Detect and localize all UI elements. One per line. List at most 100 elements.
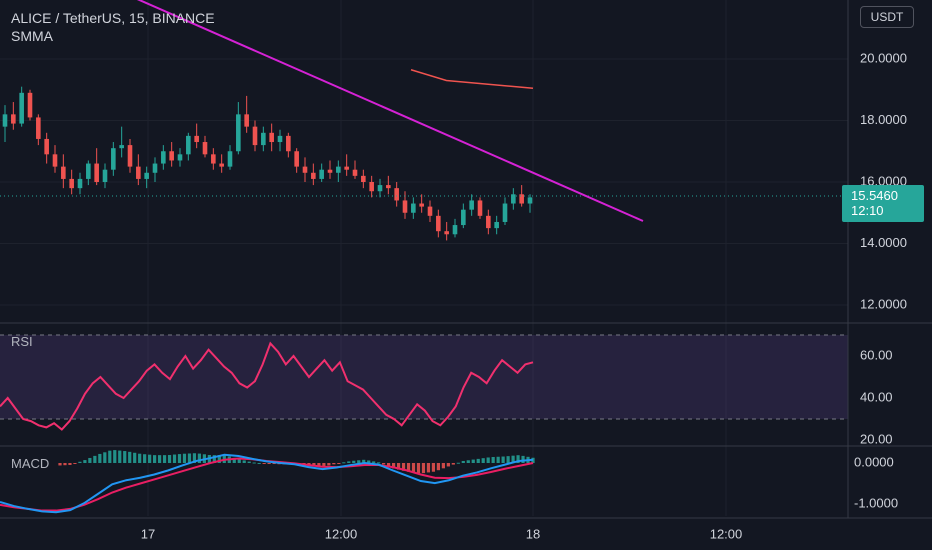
macd-histogram-bar: [118, 450, 122, 463]
macd-histogram-bar: [521, 455, 525, 463]
macd-histogram-bar: [382, 463, 386, 465]
macd-histogram-bar: [396, 463, 401, 470]
candle-body: [136, 166, 141, 179]
macd-histogram-bar: [466, 460, 470, 463]
candle-body: [427, 206, 433, 216]
macd-histogram-bar: [511, 455, 515, 463]
macd-histogram-bar: [451, 463, 455, 465]
candle-body: [219, 163, 224, 167]
macd-histogram-bar: [83, 460, 87, 463]
candles: [2, 86, 533, 241]
macd-histogram-bar: [162, 455, 167, 463]
candle-body: [277, 135, 283, 143]
candle-body: [444, 231, 449, 235]
candle-body: [102, 169, 108, 182]
candle-body: [177, 154, 183, 161]
macd-histogram-bar: [406, 463, 411, 472]
macd-histogram-bar: [506, 456, 510, 463]
macd-histogram-bar: [237, 459, 241, 463]
macd-signal-line: [0, 457, 534, 512]
macd-histogram-bar: [471, 459, 475, 463]
macd-histogram-bar: [177, 454, 182, 463]
macd-histogram-bar: [138, 453, 142, 463]
macd-histogram-bar: [322, 463, 326, 467]
indicator-label-smma[interactable]: SMMA: [11, 28, 53, 44]
macd-histogram-bar: [153, 455, 157, 463]
candle-body: [44, 138, 49, 155]
macd-histogram-bar: [197, 453, 202, 463]
macd-histogram-bar: [212, 455, 216, 463]
time-tick-label: 12:00: [325, 526, 358, 541]
macd-pane: [0, 450, 535, 514]
macd-histogram-bar: [272, 463, 276, 465]
candle-body: [411, 203, 416, 213]
macd-histogram-bar: [486, 457, 490, 463]
candle-body: [452, 225, 458, 235]
macd-pane-label[interactable]: MACD: [11, 456, 50, 471]
macd-histogram-bar: [232, 457, 236, 463]
candle-body: [286, 135, 291, 152]
macd-histogram-bar: [73, 463, 77, 464]
rsi-line: [0, 341, 534, 431]
macd-histogram-bar: [182, 453, 187, 463]
macd-histogram-bar: [446, 463, 450, 467]
smma-line: [410, 69, 534, 89]
macd-histogram-bar: [481, 458, 485, 463]
candle-body: [361, 175, 366, 182]
price-tick-label: 20.0000: [860, 50, 907, 65]
candle-body: [19, 92, 24, 124]
candle-body: [194, 135, 199, 143]
time-tick-label: 17: [141, 526, 155, 541]
macd-histogram-bar: [461, 460, 465, 463]
candle-body: [527, 197, 533, 204]
candle-body: [86, 163, 91, 179]
macd-histogram-bar: [242, 460, 246, 463]
candle-body: [244, 114, 249, 127]
time-tick-label: 12:00: [710, 526, 743, 541]
macd-tick-label: 0.0000: [854, 454, 894, 469]
macd-histogram-bar: [133, 452, 137, 463]
candle-body: [27, 92, 33, 118]
candle-body: [261, 132, 266, 146]
macd-histogram-bar: [516, 455, 520, 463]
macd-histogram-bar: [217, 455, 221, 463]
candle-body: [127, 145, 133, 167]
candle-body: [52, 154, 58, 167]
candle-body: [511, 194, 516, 204]
rsi-tick-label: 20.00: [860, 431, 893, 446]
candle-body: [77, 178, 83, 189]
pane-separators[interactable]: [0, 0, 932, 519]
candle-body: [477, 200, 483, 216]
candle-body: [211, 154, 216, 164]
candle-body: [236, 114, 241, 152]
macd-histogram-bar: [327, 463, 331, 466]
symbol-title[interactable]: ALICE / TetherUS, 15, BINANCE: [11, 10, 215, 26]
trendline: [136, 0, 644, 222]
macd-histogram-bar: [426, 463, 431, 473]
price-tick-label: 16.0000: [860, 173, 907, 188]
macd-histogram-bar: [68, 463, 72, 465]
macd-histogram-bar: [456, 462, 460, 464]
macd-histogram-bar: [267, 463, 271, 464]
price-tick-label: 12.0000: [860, 296, 907, 311]
candle-body: [519, 194, 524, 204]
macd-histogram-bar: [317, 463, 321, 467]
macd-histogram-bar: [436, 463, 440, 471]
macd-histogram-bar: [187, 453, 192, 463]
macd-histogram-bar: [377, 462, 381, 464]
candle-body: [386, 185, 391, 189]
macd-histogram-bar: [128, 451, 132, 463]
candle-body: [152, 163, 158, 173]
candle-body: [2, 114, 8, 127]
rsi-band-fill: [0, 335, 848, 419]
macd-histogram-bar: [391, 463, 396, 469]
candle-body: [186, 135, 191, 155]
rsi-pane-label[interactable]: RSI: [11, 334, 33, 349]
candle-body: [502, 203, 508, 222]
candle-body: [294, 151, 299, 167]
macd-histogram-bar: [332, 463, 336, 465]
candle-body: [36, 117, 41, 139]
currency-button[interactable]: USDT: [860, 6, 914, 28]
candle-body: [377, 185, 383, 192]
